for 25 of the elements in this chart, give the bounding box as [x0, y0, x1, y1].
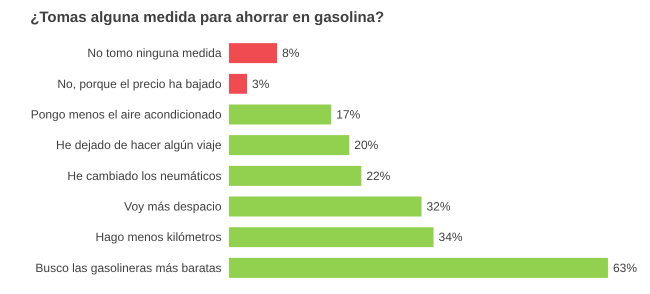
- y-tick-label: He cambiado los neumáticos: [67, 168, 222, 183]
- y-tick-label: Pongo menos el aire acondicionado: [30, 107, 222, 122]
- bar: [229, 227, 434, 248]
- chart-title: ¿Tomas alguna medida para ahorrar en gasolina?: [30, 9, 384, 26]
- data-label: 8%: [282, 46, 300, 60]
- y-tick-label: No tomo ninguna medida: [87, 46, 222, 60]
- data-label: 63%: [612, 260, 638, 275]
- data-label: 17%: [336, 107, 361, 122]
- bar: [229, 43, 278, 64]
- y-tick-label: Voy más despacio: [124, 200, 222, 214]
- data-label: 32%: [426, 200, 451, 214]
- bar: [229, 104, 332, 124]
- data-label: 34%: [438, 230, 463, 244]
- data-label: 20%: [354, 138, 379, 152]
- data-label: 22%: [366, 168, 391, 183]
- bar: [229, 166, 362, 186]
- y-tick-label: No, porque el precio ha bajado: [57, 76, 222, 91]
- y-tick-label: Busco las gasolineras más baratas: [35, 260, 222, 275]
- y-tick-label: He dejado de hacer algún viaje: [56, 138, 222, 152]
- bar: [229, 196, 422, 216]
- bar: [229, 74, 248, 94]
- bar: [229, 135, 350, 156]
- y-tick-label: Hago menos kilómetros: [95, 230, 222, 244]
- bar: [229, 258, 608, 278]
- data-label: 3%: [252, 76, 270, 91]
